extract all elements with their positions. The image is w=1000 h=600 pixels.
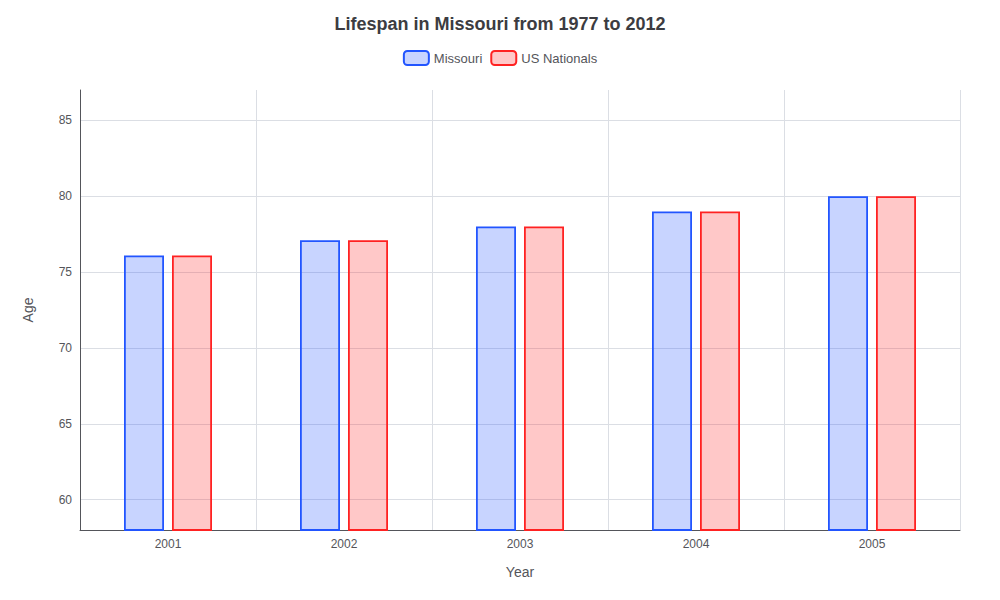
svg-text:60: 60	[59, 493, 73, 507]
svg-text:70: 70	[59, 341, 73, 355]
svg-text:Age: Age	[20, 297, 36, 322]
svg-text:Missouri: Missouri	[434, 51, 483, 66]
svg-text:75: 75	[59, 265, 73, 279]
svg-text:65: 65	[59, 417, 73, 431]
svg-text:2005: 2005	[859, 537, 886, 551]
svg-text:US Nationals: US Nationals	[521, 51, 597, 66]
svg-text:2001: 2001	[155, 537, 182, 551]
svg-text:2002: 2002	[331, 537, 358, 551]
svg-text:2004: 2004	[683, 537, 710, 551]
svg-text:2003: 2003	[507, 537, 534, 551]
svg-text:Lifespan in Missouri from 1977: Lifespan in Missouri from 1977 to 2012	[334, 14, 665, 34]
svg-text:Year: Year	[506, 564, 535, 580]
svg-text:85: 85	[59, 113, 73, 127]
svg-text:80: 80	[59, 189, 73, 203]
